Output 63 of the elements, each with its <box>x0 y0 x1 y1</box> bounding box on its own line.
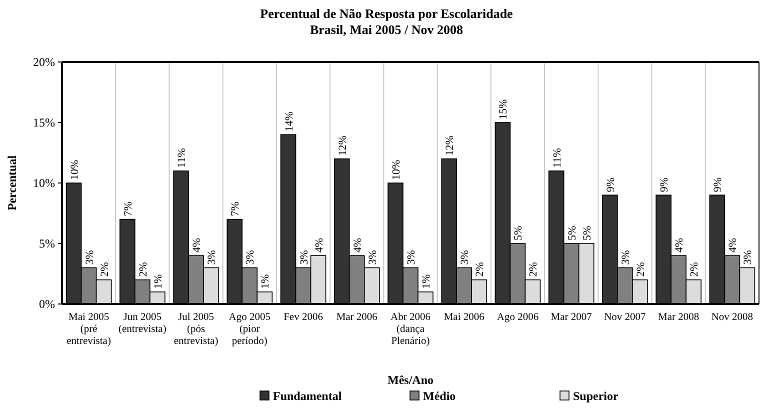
x-tick-label: Abr 2006 (dança Plenário) <box>390 312 430 347</box>
data-label: 3% <box>244 250 257 265</box>
data-label: 9% <box>658 177 671 192</box>
x-tick-label: Mar 2006 <box>336 312 378 323</box>
x-tick-label: Mar 2008 <box>658 312 700 323</box>
data-label: 1% <box>420 274 433 289</box>
x-tick-label: Jun 2005 (entrevista) <box>118 312 167 335</box>
data-label: 2% <box>634 262 647 277</box>
data-label: 3% <box>459 250 472 265</box>
data-label: 2% <box>474 262 486 277</box>
data-label: 12% <box>444 136 456 156</box>
x-tick-label: Mai 2005 (pré entrevista) <box>66 312 112 347</box>
data-label: 12% <box>336 136 349 156</box>
x-tick-label: Mai 2006 <box>444 312 484 323</box>
y-axis-title: Percentual <box>5 154 19 211</box>
data-label: 4% <box>727 238 740 253</box>
data-label: 15% <box>498 99 510 120</box>
x-tick-label: Fev 2006 <box>284 312 323 323</box>
data-label: 4% <box>313 238 326 253</box>
data-label: 7% <box>122 202 134 216</box>
data-label: 3% <box>298 250 310 265</box>
legend-label: Fundamental <box>273 389 342 403</box>
legend-label: Médio <box>423 389 456 403</box>
data-label: 3% <box>742 250 754 265</box>
data-label: 9% <box>604 177 617 192</box>
data-label: 3% <box>366 250 379 265</box>
data-label: 14% <box>283 111 296 132</box>
x-axis-title: Mês/Ano <box>388 373 434 387</box>
x-tick-label: Nov 2008 <box>711 312 754 323</box>
data-label: 1% <box>152 274 164 289</box>
data-label: 10% <box>68 160 81 180</box>
data-label: 3% <box>406 250 418 265</box>
x-tick-label: Nov 2007 <box>604 312 646 323</box>
data-label: 10% <box>390 160 402 180</box>
data-label: 11% <box>551 148 564 168</box>
data-label: 2% <box>528 262 540 277</box>
data-label: 4% <box>352 238 364 253</box>
data-label: 2% <box>688 262 701 277</box>
data-label: 7% <box>230 202 242 216</box>
y-tick-label: 10% <box>33 176 55 190</box>
x-tick-label: Jul 2005 (pós entrevista) <box>174 312 219 347</box>
y-tick-label: 15% <box>33 116 55 130</box>
data-label: 3% <box>84 250 96 265</box>
data-label: 5% <box>512 226 525 240</box>
y-tick-label: 0% <box>39 297 55 312</box>
data-label: 4% <box>191 238 204 253</box>
chart-title: Percentual de Não Resposta por Escolaridade Brasil, Mai 2005 / Nov 2008 <box>260 6 514 37</box>
data-label: 5% <box>581 226 594 240</box>
data-label: 1% <box>260 274 272 289</box>
data-label: 9% <box>712 177 724 192</box>
x-tick-label: Ago 2006 <box>496 312 539 323</box>
data-label: 2% <box>98 262 111 277</box>
x-tick-label: Ago 2005 (pior período) <box>228 312 271 347</box>
data-label: 11% <box>176 148 188 168</box>
data-label: 3% <box>620 250 632 265</box>
data-label: 5% <box>566 226 578 240</box>
legend-label: Superior <box>573 389 620 403</box>
data-label: 3% <box>206 250 218 265</box>
data-label: 4% <box>674 238 686 253</box>
data-label: 2% <box>137 262 150 277</box>
y-tick-label: 5% <box>39 236 55 251</box>
y-tick-label: 20% <box>33 55 55 70</box>
x-tick-label: Mar 2007 <box>550 312 592 323</box>
